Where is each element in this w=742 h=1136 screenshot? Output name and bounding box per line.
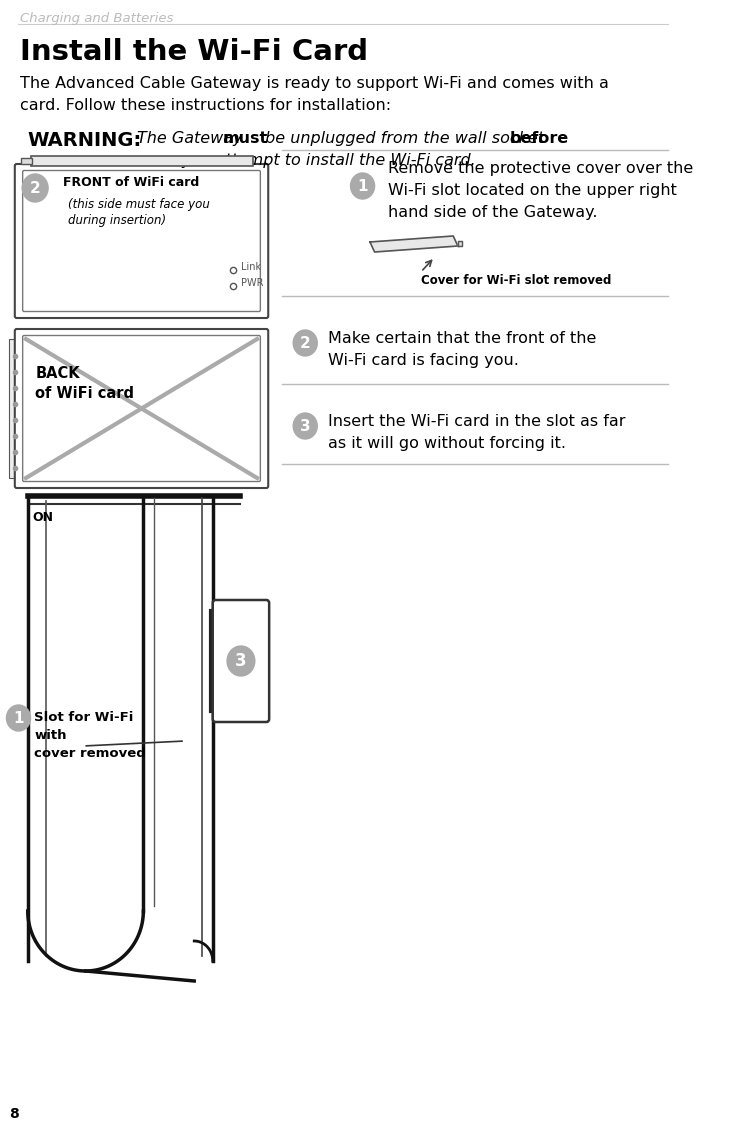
FancyBboxPatch shape bbox=[23, 335, 260, 482]
Text: Make certain that the front of the
Wi-Fi card is facing you.: Make certain that the front of the Wi-Fi… bbox=[329, 331, 597, 368]
Text: Install the Wi-Fi Card: Install the Wi-Fi Card bbox=[20, 37, 369, 66]
Text: before: before bbox=[510, 131, 569, 147]
FancyBboxPatch shape bbox=[15, 329, 268, 488]
Text: FRONT of WiFi card: FRONT of WiFi card bbox=[63, 176, 199, 189]
Text: Remove the protective cover over the
Wi-Fi slot located on the upper right
hand : Remove the protective cover over the Wi-… bbox=[389, 161, 694, 220]
Text: you attempt to install the Wi-Fi card.: you attempt to install the Wi-Fi card. bbox=[181, 153, 476, 168]
Circle shape bbox=[7, 705, 30, 730]
Text: 3: 3 bbox=[235, 652, 247, 670]
Bar bbox=[30, 156, 252, 166]
Text: Charging and Batteries: Charging and Batteries bbox=[20, 12, 174, 25]
Text: (this side must face you
during insertion): (this side must face you during insertio… bbox=[68, 198, 209, 227]
Text: 1: 1 bbox=[13, 710, 24, 726]
Circle shape bbox=[227, 646, 255, 676]
Text: PWR: PWR bbox=[241, 278, 264, 289]
Text: 3: 3 bbox=[300, 418, 311, 434]
Circle shape bbox=[293, 414, 318, 438]
Polygon shape bbox=[458, 241, 462, 247]
Text: Cover for Wi-Fi slot removed: Cover for Wi-Fi slot removed bbox=[421, 274, 611, 287]
Bar bbox=[22, 158, 33, 164]
Text: of WiFi card: of WiFi card bbox=[35, 386, 134, 401]
Circle shape bbox=[350, 173, 375, 199]
Bar bbox=[9, 339, 20, 478]
Text: ON: ON bbox=[33, 511, 53, 524]
Text: 8: 8 bbox=[9, 1106, 19, 1121]
Text: Slot for Wi-Fi
with
cover removed: Slot for Wi-Fi with cover removed bbox=[34, 711, 146, 760]
Text: BACK: BACK bbox=[35, 366, 80, 381]
Text: 2: 2 bbox=[30, 181, 41, 195]
FancyBboxPatch shape bbox=[23, 170, 260, 311]
Text: Link: Link bbox=[241, 262, 261, 272]
Text: 1: 1 bbox=[358, 178, 368, 193]
Text: must: must bbox=[223, 131, 268, 147]
Text: 2: 2 bbox=[300, 335, 311, 351]
Text: The Gateway: The Gateway bbox=[137, 131, 248, 147]
Text: WARNING:: WARNING: bbox=[27, 131, 142, 150]
FancyBboxPatch shape bbox=[213, 600, 269, 722]
Circle shape bbox=[293, 329, 318, 356]
Circle shape bbox=[22, 174, 48, 202]
Text: be unplugged from the wall socket: be unplugged from the wall socket bbox=[260, 131, 549, 147]
FancyBboxPatch shape bbox=[15, 164, 268, 318]
Polygon shape bbox=[370, 236, 458, 252]
Text: Insert the Wi-Fi card in the slot as far
as it will go without forcing it.: Insert the Wi-Fi card in the slot as far… bbox=[329, 414, 626, 451]
Text: The Advanced Cable Gateway is ready to support Wi-Fi and comes with a
card. Foll: The Advanced Cable Gateway is ready to s… bbox=[20, 76, 609, 112]
